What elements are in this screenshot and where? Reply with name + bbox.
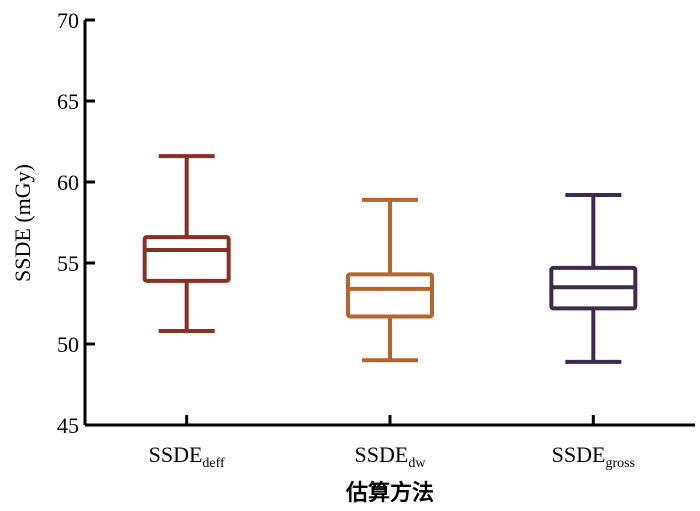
y-axis: 45 50 55 60 65 70 [57,8,95,438]
x-tick-label: SSDEgross [552,442,635,471]
y-tick-label: 65 [57,89,79,114]
y-tick-label: 50 [57,332,79,357]
box-gross [549,192,638,364]
y-tick-label: 70 [57,8,79,33]
x-axis: SSDEdeff SSDEdw SSDEgross [85,415,695,471]
x-tick-label: SSDEdw [355,442,427,471]
box-series [142,154,638,364]
y-tick-label: 55 [57,251,79,276]
box-dw [346,197,434,363]
x-axis-title: 估算方法 [345,480,434,506]
box-deff [142,154,231,334]
x-tick-label: SSDEdeff [149,442,225,471]
y-axis-title: SSDE (mGy) [10,164,35,282]
iqr-box [346,272,434,319]
y-tick-label: 45 [57,413,79,438]
y-tick-label: 60 [57,170,79,195]
iqr-box [142,235,231,283]
